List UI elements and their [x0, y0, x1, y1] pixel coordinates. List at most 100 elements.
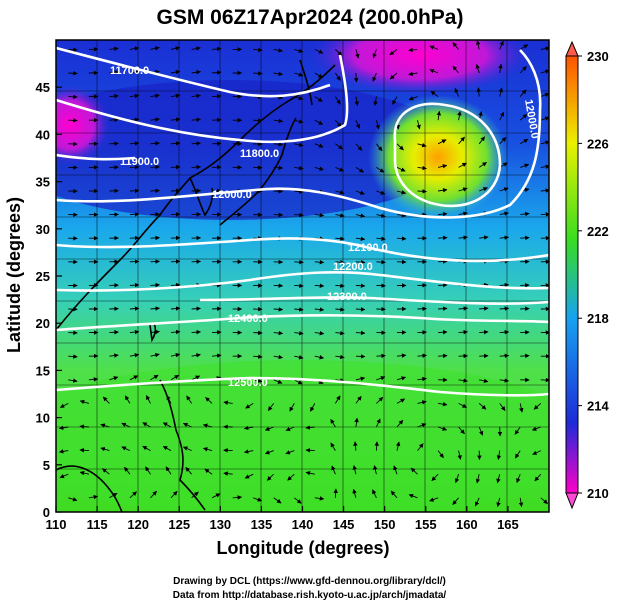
wind-arrow [191, 306, 201, 311]
wind-arrow [191, 491, 199, 499]
wind-arrow [437, 164, 448, 169]
wind-arrow [79, 470, 89, 476]
wind-arrow [519, 113, 528, 121]
wind-arrow [355, 283, 366, 288]
wind-arrow [124, 466, 131, 475]
wind-arrow [109, 70, 119, 75]
wind-arrow [170, 93, 181, 99]
wind-arrow [372, 49, 377, 59]
wind-arrow [330, 418, 336, 428]
wind-arrow [520, 330, 530, 335]
wind-arrow [170, 329, 181, 335]
wind-arrow [243, 449, 254, 454]
x-axis-ticks: 110 115 120 125 130 135 140 145 150 155 160 165 [46, 506, 519, 532]
colorbar-tick-label: 214 [587, 399, 609, 414]
wind-arrow [150, 374, 159, 381]
contour-12100 [56, 237, 549, 263]
wind-arrow [376, 213, 386, 218]
wind-arrow [534, 473, 542, 482]
colorbar-tick-label: 222 [587, 224, 609, 239]
wind-arrow [335, 72, 341, 81]
wind-arrow [376, 396, 384, 404]
wind-arrow [498, 87, 504, 97]
coastline-korea [189, 177, 214, 217]
wind-arrow [478, 426, 484, 436]
y-tick-label: 30 [36, 222, 50, 237]
wind-arrow [273, 354, 284, 360]
wind-arrow [478, 403, 487, 410]
wind-arrow [191, 353, 201, 358]
wind-arrow [438, 211, 448, 217]
wind-arrow [59, 473, 69, 479]
wind-arrow [475, 474, 481, 484]
wind-arrow [314, 330, 325, 336]
y-tick-label: 40 [36, 127, 50, 142]
wind-arrow [355, 259, 366, 265]
wind-arrow [59, 402, 69, 408]
contour-label-12200: 12200.0 [333, 261, 373, 273]
wind-arrow [294, 330, 304, 336]
wind-arrow [396, 166, 406, 172]
wind-arrow [170, 259, 181, 264]
wind-arrow [373, 96, 378, 106]
wind-arrow [150, 490, 157, 499]
wind-arrow [129, 164, 140, 170]
wind-arrow [375, 120, 380, 130]
wind-arrow [150, 212, 160, 217]
wind-arrow [212, 70, 222, 75]
wind-arrow [294, 189, 304, 194]
wind-arrow [479, 187, 488, 192]
colorbar-tick-label: 230 [587, 49, 609, 64]
wind-arrow [212, 46, 222, 52]
wind-arrow [150, 46, 160, 51]
wind-arrow [354, 417, 359, 428]
wind-arrow [417, 165, 427, 171]
wind-arrow [458, 329, 469, 335]
plot-area: 11700.0 11900.0 11800.0 12000.0 12100.0 … [56, 40, 549, 512]
wind-arrow [437, 450, 444, 459]
wind-arrow [499, 403, 506, 411]
wind-arrow [454, 474, 460, 484]
wind-arrow [376, 167, 385, 173]
wind-arrow [170, 282, 181, 288]
wind-arrow [145, 395, 151, 404]
contour-label-12400: 12400.0 [228, 313, 268, 325]
wind-arrow [531, 426, 541, 431]
wind-arrow [129, 491, 137, 499]
wind-arrow [438, 306, 448, 311]
wind-arrow [499, 187, 509, 192]
wind-arrow [294, 497, 302, 504]
wind-arrow [458, 136, 465, 145]
contour-label-12100: 12100.0 [348, 242, 388, 254]
wind-arrow [330, 442, 336, 451]
wind-arrow [170, 212, 181, 217]
wind-arrow [68, 71, 78, 76]
wind-arrow [518, 497, 524, 508]
wind-arrow [374, 441, 379, 451]
wind-arrow [170, 69, 181, 75]
wind-arrow [314, 72, 323, 79]
wind-arrow [232, 495, 243, 500]
wind-arrow [395, 441, 401, 451]
wind-arrow [436, 110, 442, 121]
cold-blue-region [56, 80, 460, 220]
wind-arrow [314, 48, 324, 54]
wind-arrow [294, 259, 304, 265]
wind-arrow [202, 423, 213, 428]
wind-arrow [150, 329, 160, 335]
wind-arrow [142, 422, 151, 428]
wind-arrow [129, 69, 140, 75]
x-tick-label: 140 [292, 517, 314, 532]
wind-arrow [245, 403, 254, 409]
wind-arrow [273, 307, 284, 312]
wind-arrow [376, 259, 386, 265]
wind-arrow [129, 329, 140, 335]
wind-arrow [335, 395, 341, 404]
wind-arrow [68, 378, 78, 383]
wind-arrow [129, 93, 140, 99]
wind-arrow [410, 467, 418, 475]
wind-arrow [273, 71, 284, 77]
wind-arrow [109, 353, 119, 358]
wind-arrow [79, 399, 90, 405]
x-tick-label: 115 [87, 517, 108, 532]
